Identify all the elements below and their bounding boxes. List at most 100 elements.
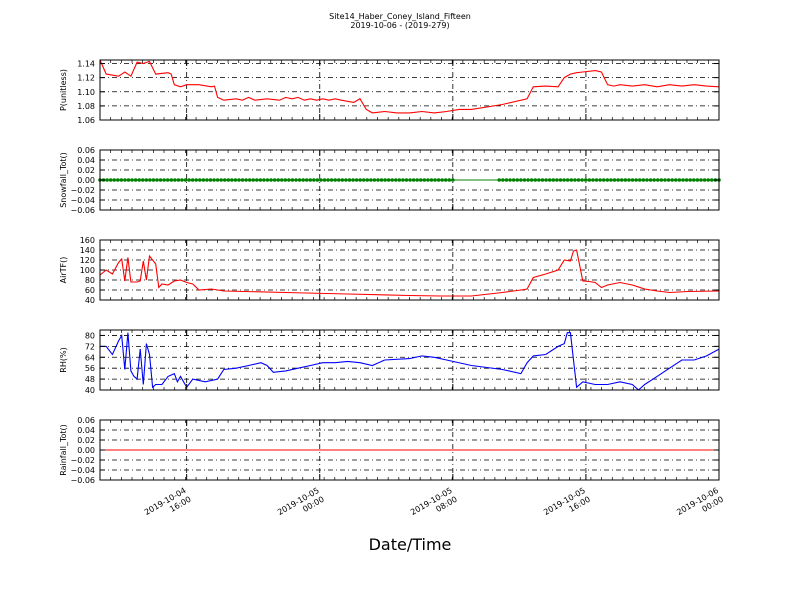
data-point [247,178,252,182]
data-point [447,178,452,182]
plot-frame [99,59,720,121]
y-tick-label: 0.04 [77,156,95,165]
data-point [627,178,631,182]
data-point [637,178,642,182]
data-point [655,178,660,182]
data-point [562,178,566,182]
data-point [140,178,145,182]
y-tick-label: 0.02 [77,436,95,445]
data-point [670,178,674,182]
data-point [315,178,320,182]
data-point [155,178,159,182]
data-point [451,178,455,182]
data-point [351,178,355,182]
data-point [537,178,541,182]
data-point [587,178,592,182]
data-point [619,178,624,182]
y-tick-label: 120 [80,256,95,265]
data-point [394,178,398,182]
data-point [319,178,323,182]
data-point [340,178,345,182]
data-point [329,178,334,182]
data-point [240,178,245,182]
data-point [290,178,295,182]
series-line [99,249,720,297]
data-point [379,178,384,182]
data-point [551,178,556,182]
data-point [526,178,530,182]
data-point [443,178,448,182]
data-point [105,178,109,182]
data-point [609,178,613,182]
data-point [418,178,423,182]
data-point [558,178,563,182]
data-point [294,178,298,182]
y-tick-label: 160 [80,236,95,245]
data-point [369,178,373,182]
data-point [641,178,646,182]
y-axis-label: AirTF() [59,257,68,284]
data-point [436,178,441,182]
data-point [594,178,599,182]
data-point [205,178,209,182]
data-point [183,178,188,182]
y-tick-label: 80 [85,331,95,340]
data-point [187,178,191,182]
data-point [648,178,653,182]
data-point [501,178,505,182]
data-point [123,178,127,182]
data-point [197,178,202,182]
data-point [304,178,309,182]
data-point [255,178,259,182]
data-point [251,178,256,182]
y-tick-label: 1.06 [77,116,95,125]
data-point [695,178,700,182]
y-tick-label: −0.06 [70,206,95,215]
data-point [634,178,638,182]
data-point [297,178,302,182]
data-point [415,178,419,182]
data-point [194,178,199,182]
data-point [265,178,270,182]
data-point [411,178,416,182]
data-point [699,178,703,182]
data-point [709,178,714,182]
data-point [162,178,166,182]
data-point [497,178,502,182]
data-point [522,178,527,182]
y-tick-label: 0.00 [77,446,95,455]
figure-subtitle: 2019-10-06 - (2019-279) [350,21,450,30]
data-point [322,178,327,182]
data-point [504,178,509,182]
data-point [691,178,696,182]
data-point [148,178,152,182]
data-point [688,178,692,182]
data-point [386,178,391,182]
y-axis-label: RH(%) [59,347,68,372]
data-point [630,178,635,182]
y-tick-label: 56 [85,364,95,373]
y-tick-label: 48 [85,375,95,384]
data-point [208,178,213,182]
y-tick-label: −0.04 [70,466,95,475]
data-point [137,178,142,182]
data-point [702,178,707,182]
data-point [262,178,266,182]
panel-3: 40 48 56 64 72 80 RH(%) [59,329,720,395]
panel-1: −0.06−0.04−0.020.000.020.040.06 Snowfall_… [59,146,721,215]
y-tick-label: 0.00 [77,176,95,185]
data-point [673,178,678,182]
data-point [361,178,366,182]
data-point [158,178,163,182]
data-point [173,178,177,182]
y-axis-label: Rainfall_Tot() [59,424,68,476]
data-point [365,178,370,182]
y-tick-label: 0.06 [77,416,95,425]
data-point [272,178,277,182]
data-point [598,178,602,182]
data-point [222,178,227,182]
data-point [219,178,223,182]
data-point [397,178,402,182]
data-point [515,178,520,182]
series-line [99,59,720,114]
